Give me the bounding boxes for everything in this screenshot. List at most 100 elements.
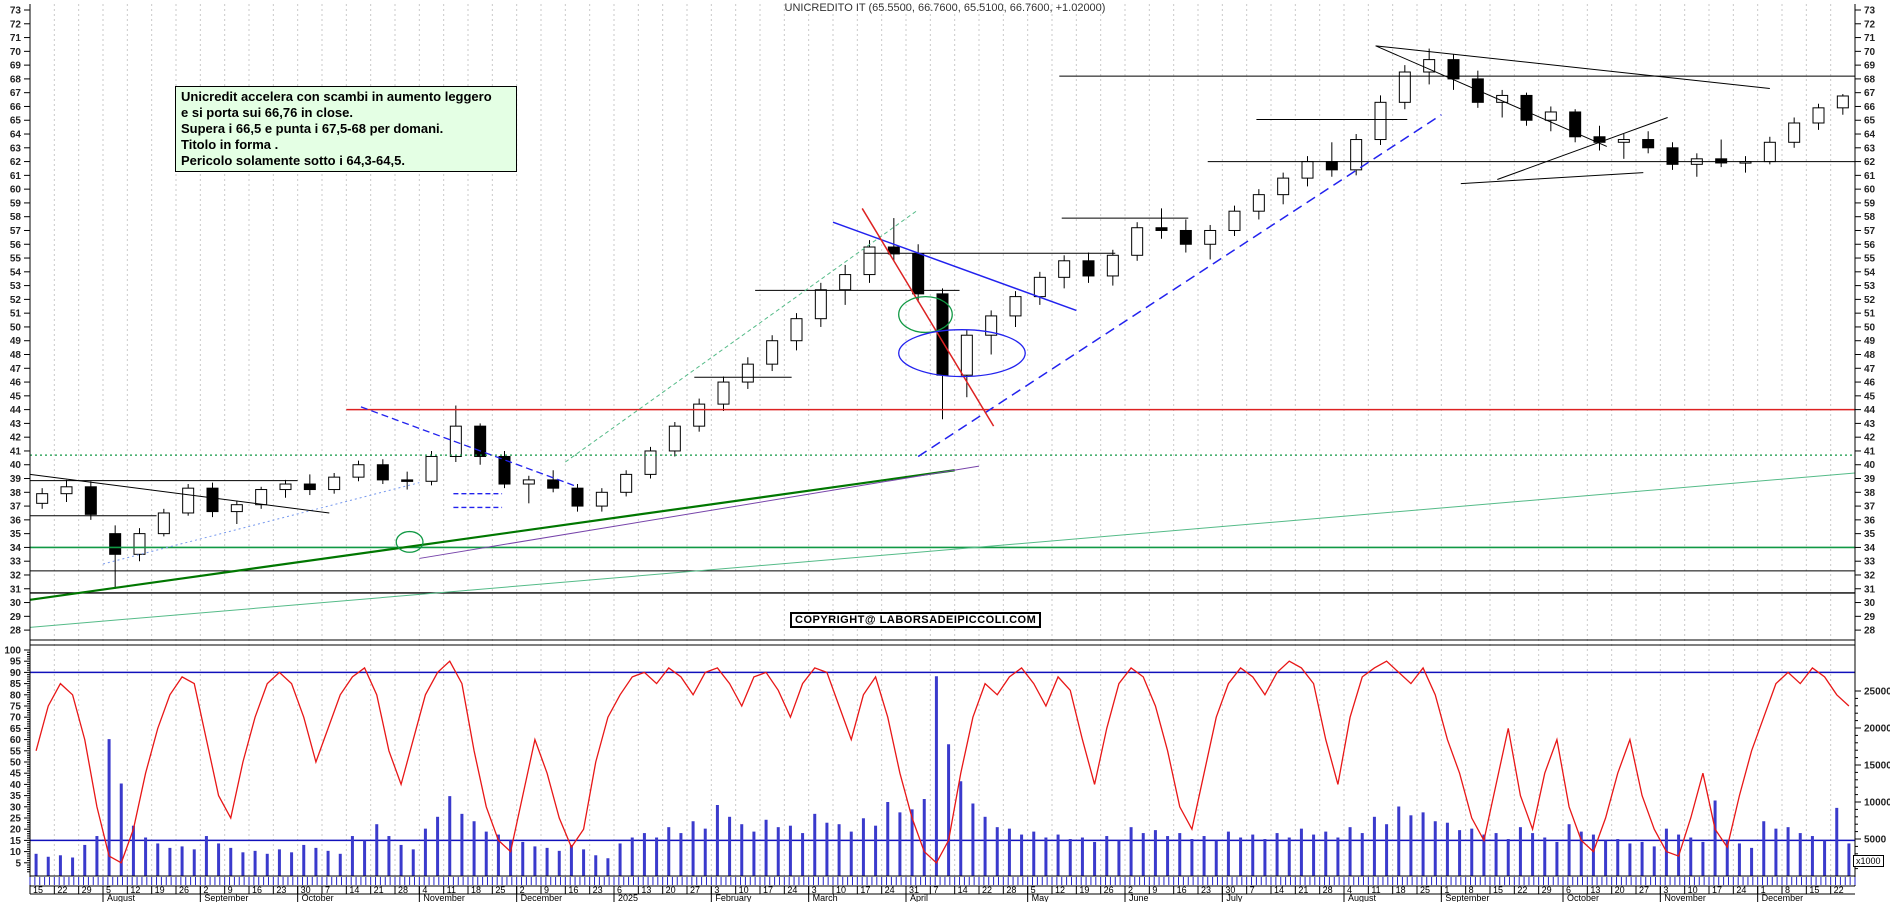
price-axis-label: 70 [10, 47, 22, 58]
candle-body [1544, 111, 1557, 121]
oscillator-axis-label: 5 [15, 858, 21, 869]
price-axis-label: 49 [10, 336, 22, 347]
week-label: 7 [933, 885, 938, 895]
analyst-note-box: Unicredit accelera con scambi in aumento… [175, 86, 517, 172]
price-axis-label: 51 [10, 309, 22, 320]
price-axis-label: 69 [1864, 61, 1876, 72]
oscillator-axis-label: 25 [10, 814, 22, 825]
candle-body [644, 450, 657, 475]
volume-axis-label: 15000 [1864, 761, 1890, 772]
week-label: 22 [1517, 885, 1527, 895]
highlight-ellipse [395, 530, 424, 553]
price-axis-label: 70 [1864, 47, 1876, 58]
price-axis-label: 30 [1864, 598, 1876, 609]
price-axis-label: 49 [1864, 336, 1876, 347]
month-label: October [1567, 893, 1599, 902]
week-label: 9 [228, 885, 233, 895]
price-axis-label: 66 [1864, 102, 1876, 113]
price-axis-label: 63 [1864, 143, 1876, 154]
week-label: 15 [1493, 885, 1503, 895]
price-axis-label: 62 [10, 157, 22, 168]
candle-body [1204, 229, 1217, 245]
month-label: August [1348, 893, 1377, 902]
week-label: 9 [1152, 885, 1157, 895]
candle-body [1520, 94, 1533, 121]
week-label: 26 [179, 885, 189, 895]
week-label: 16 [1177, 885, 1187, 895]
price-axis-label: 41 [10, 446, 22, 457]
price-axis-label: 28 [10, 626, 22, 637]
price-axis-label: 67 [10, 88, 22, 99]
volume-axis-label: 25000 [1864, 687, 1890, 698]
week-label: 20 [666, 885, 676, 895]
candle-body [109, 533, 122, 555]
lower-panel [30, 660, 1855, 876]
week-label: 14 [349, 885, 359, 895]
price-axis-label: 47 [1864, 364, 1876, 375]
price-axis-label: 42 [1864, 433, 1876, 444]
candle-body [620, 473, 633, 493]
candle-body [839, 274, 852, 291]
candle-body [668, 425, 681, 452]
candle-body [328, 476, 341, 491]
week-label: 1 [1761, 885, 1766, 895]
volume-axis-label: 10000 [1864, 798, 1890, 809]
price-axis-label: 61 [1864, 171, 1876, 182]
trend-line [29, 472, 1856, 628]
week-label: 5 [106, 885, 111, 895]
week-label: 28 [1006, 885, 1016, 895]
price-axis-label: 64 [10, 130, 22, 141]
candle-body [60, 486, 73, 495]
price-axis-label: 44 [10, 405, 22, 416]
price-axis-label: 36 [1864, 515, 1876, 526]
note-line-1: Unicredit accelera con scambi in aumento… [181, 89, 492, 104]
week-label: 8 [1785, 885, 1790, 895]
candle-body [401, 479, 414, 482]
price-axis-label: 29 [1864, 612, 1876, 623]
week-label: 10 [1688, 885, 1698, 895]
week-label: 9 [544, 885, 549, 895]
price-axis-label: 34 [10, 543, 22, 554]
candle-body [547, 479, 560, 489]
candle-body [206, 487, 219, 513]
week-label: 29 [1542, 885, 1552, 895]
month-label: April [910, 893, 928, 902]
candle-body [133, 533, 146, 555]
price-axis-label: 56 [1864, 240, 1876, 251]
oscillator-axis-label: 55 [10, 746, 22, 757]
week-label: 28 [1323, 885, 1333, 895]
week-label: 2 [1128, 885, 1133, 895]
week-label: 10 [739, 885, 749, 895]
candle-body [425, 455, 438, 482]
week-label: 30 [1225, 885, 1235, 895]
week-label: 17 [860, 885, 870, 895]
price-axis-label: 37 [1864, 502, 1876, 513]
week-label: 21 [1298, 885, 1308, 895]
price-axis-label: 67 [1864, 88, 1876, 99]
candle-body [1642, 139, 1655, 149]
week-label: 3 [1663, 885, 1668, 895]
price-axis-label: 72 [10, 19, 22, 30]
oscillator-axis-label: 90 [10, 668, 22, 679]
week-label: 24 [1736, 885, 1746, 895]
price-axis-label: 45 [1864, 391, 1876, 402]
price-axis-label: 31 [1864, 584, 1876, 595]
week-label: 17 [763, 885, 773, 895]
oscillator-axis-label: 65 [10, 724, 22, 735]
price-axis-label: 68 [10, 74, 22, 85]
week-label: 18 [1396, 885, 1406, 895]
price-axis-label: 38 [10, 488, 22, 499]
price-axis-label: 62 [1864, 157, 1876, 168]
candle-body [522, 479, 535, 485]
oscillator-axis-label: 45 [10, 769, 22, 780]
price-axis-label: 28 [1864, 626, 1876, 637]
oscillator-axis-label: 60 [10, 735, 22, 746]
week-label: 7 [325, 885, 330, 895]
price-axis-label: 47 [10, 364, 22, 375]
price-axis-label: 58 [10, 212, 22, 223]
week-label: 14 [1274, 885, 1284, 895]
price-axis-label: 60 [1864, 185, 1876, 196]
chart-title: UNICREDITO IT (65.5500, 66.7600, 65.5100… [784, 2, 1106, 14]
price-axis-label: 60 [10, 185, 22, 196]
oscillator-axis-label: 50 [10, 758, 22, 769]
